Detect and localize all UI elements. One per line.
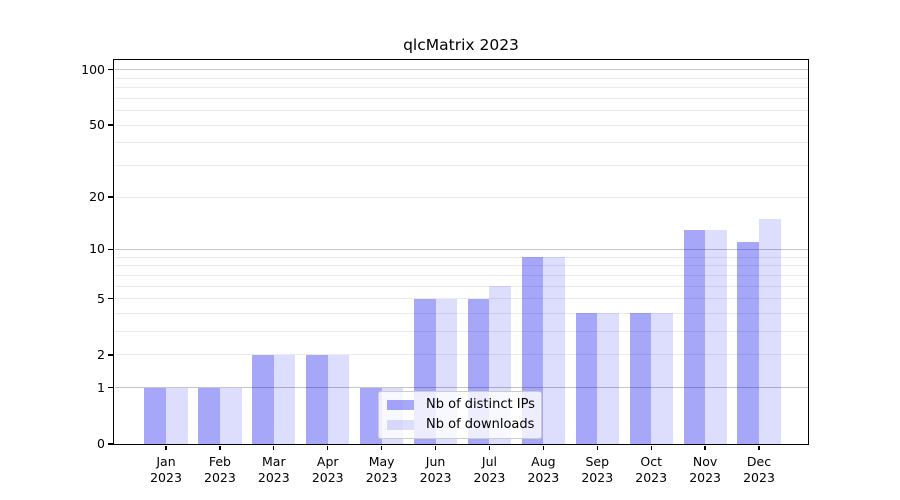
plot-area <box>114 60 809 444</box>
legend-label-distinct-ips: Nb of distinct IPs <box>426 397 535 412</box>
bar-downloads-jan <box>166 387 188 444</box>
y-tick-mark-5 <box>108 297 113 300</box>
bar-downloads-dec <box>759 219 781 444</box>
y-tick-label-10: 10 <box>89 241 105 257</box>
y-gridline-minor-4 <box>114 312 809 314</box>
y-gridline-major-10 <box>114 248 809 251</box>
bar-distinct-ips-apr <box>306 354 328 444</box>
bar-downloads-feb <box>219 387 242 444</box>
y-gridline-minor-30 <box>114 164 809 166</box>
y-tick-label-0: 0 <box>97 436 105 451</box>
bar-distinct-ips-dec <box>737 242 759 444</box>
y-gridline-minor-2 <box>114 354 809 356</box>
legend-item-distinct-ips: Nb of distinct IPs <box>387 397 535 413</box>
y-gridline-minor-9 <box>114 256 809 258</box>
x-tick-mark-sep <box>596 445 598 450</box>
y-tick-label-2: 2 <box>97 346 105 362</box>
x-tick-label-mar: Mar 2023 <box>257 454 290 485</box>
x-tick-mark-apr <box>327 445 329 450</box>
x-tick-label-apr: Apr 2023 <box>311 454 344 485</box>
x-tick-mark-oct <box>650 445 652 450</box>
bar-downloads-aug <box>543 257 565 444</box>
x-tick-mark-feb <box>219 445 221 450</box>
legend-swatch-distinct-ips <box>387 400 414 410</box>
y-tick-label-20: 20 <box>89 189 105 204</box>
y-tick-mark-2 <box>108 354 113 356</box>
bar-downloads-sep <box>597 313 619 444</box>
legend-item-downloads: Nb of downloads <box>387 416 535 433</box>
x-tick-mark-aug <box>542 445 545 450</box>
x-tick-label-nov: Nov 2023 <box>689 454 721 485</box>
y-tick-mark-100 <box>108 68 113 71</box>
x-tick-label-sep: Sep 2023 <box>581 454 614 485</box>
y-gridline-minor-6 <box>114 285 809 287</box>
legend: Nb of distinct IPs Nb of downloads <box>378 391 542 439</box>
x-tick-mark-mar <box>273 445 275 450</box>
bar-distinct-ips-oct <box>629 313 652 444</box>
legend-swatch-downloads <box>387 419 414 430</box>
x-tick-mark-jul <box>488 445 491 450</box>
y-gridline-minor-7 <box>114 274 809 276</box>
x-tick-label-jan: Jan 2023 <box>150 454 182 485</box>
y-gridline-major-1 <box>114 387 809 389</box>
y-tick-mark-10 <box>108 248 113 251</box>
chart-title: qlcMatrix 2023 <box>403 36 519 54</box>
y-tick-mark-0 <box>108 443 113 445</box>
bar-downloads-apr <box>327 354 350 444</box>
y-tick-mark-20 <box>108 196 113 198</box>
bar-distinct-ips-jan <box>144 387 166 444</box>
y-gridline-minor-80 <box>114 86 809 88</box>
y-tick-label-100: 100 <box>81 61 105 77</box>
y-gridline-minor-40 <box>114 142 809 144</box>
x-tick-label-oct: Oct 2023 <box>635 454 668 485</box>
bar-distinct-ips-may <box>360 387 382 444</box>
bar-downloads-mar <box>273 354 296 444</box>
y-gridline-minor-8 <box>114 265 809 267</box>
bar-downloads-oct <box>651 313 673 444</box>
x-tick-label-jul: Jul 2023 <box>473 454 506 485</box>
y-tick-mark-50 <box>108 124 113 126</box>
x-tick-label-jun: Jun 2023 <box>419 454 452 485</box>
bar-distinct-ips-feb <box>198 387 220 444</box>
x-tick-label-dec: Dec 2023 <box>743 454 775 485</box>
x-tick-label-may: May 2023 <box>365 454 398 485</box>
y-tick-label-5: 5 <box>97 290 105 306</box>
y-tick-label-50: 50 <box>89 117 105 133</box>
bar-distinct-ips-sep <box>575 313 598 444</box>
y-gridline-minor-20 <box>114 196 809 198</box>
y-gridline-minor-3 <box>114 331 809 333</box>
bar-distinct-ips-mar <box>252 354 274 444</box>
y-gridline-minor-90 <box>114 77 809 79</box>
bar-distinct-ips-nov <box>683 229 706 444</box>
y-tick-mark-1 <box>108 387 113 389</box>
x-tick-mark-nov <box>704 445 706 450</box>
y-gridline-minor-5 <box>114 298 809 300</box>
y-gridline-minor-50 <box>114 124 809 126</box>
x-tick-mark-dec <box>758 445 760 450</box>
y-gridline-minor-70 <box>114 97 809 99</box>
x-tick-label-aug: Aug 2023 <box>527 454 560 485</box>
x-tick-mark-jun <box>434 445 437 450</box>
y-gridline-minor-60 <box>114 110 809 111</box>
legend-label-downloads: Nb of downloads <box>426 416 535 432</box>
x-tick-label-feb: Feb 2023 <box>204 454 236 485</box>
x-tick-mark-may <box>380 445 383 450</box>
bar-downloads-nov <box>705 229 727 444</box>
y-gridline-major-100 <box>114 68 809 71</box>
x-tick-mark-jan <box>165 445 167 450</box>
y-tick-label-1: 1 <box>97 379 105 395</box>
